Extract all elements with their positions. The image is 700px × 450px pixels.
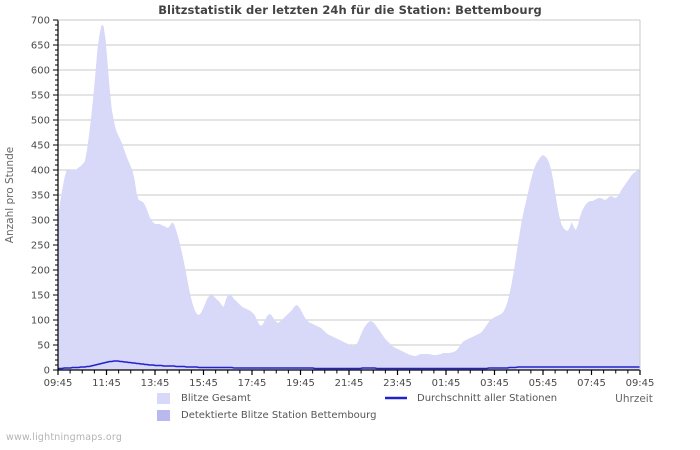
legend-label-blitze-gesamt: Blitze Gesamt <box>181 393 251 404</box>
area-blitze-gesamt <box>58 25 640 370</box>
area-series-group <box>58 25 640 370</box>
x-axis-title: Uhrzeit <box>615 393 653 405</box>
chart-legend: Blitze Gesamt Durchschnitt aller Statione… <box>157 393 557 421</box>
y-tick-label-350: 350 <box>31 191 50 202</box>
y-tick-label-150: 150 <box>31 291 50 302</box>
x-tick-label-09:45: 09:45 <box>44 378 73 389</box>
legend-label-durchschnitt-aller-stationen: Durchschnitt aller Stationen <box>417 393 557 404</box>
y-tick-label-0: 0 <box>44 366 50 377</box>
x-tick-label-07:45: 07:45 <box>577 378 606 389</box>
x-tick-label-09:45: 09:45 <box>626 378 655 389</box>
y-tick-label-100: 100 <box>31 316 50 327</box>
legend-swatch-blitze-gesamt <box>157 393 170 404</box>
y-tick-label-650: 650 <box>31 41 50 52</box>
y-tick-label-550: 550 <box>31 91 50 102</box>
y-tick-label-400: 400 <box>31 166 50 177</box>
y-tick-label-600: 600 <box>31 66 50 77</box>
x-tick-label-11:45: 11:45 <box>92 378 121 389</box>
axis-titles: Anzahl pro Stunde Uhrzeit <box>4 147 653 405</box>
x-tick-label-21:45: 21:45 <box>335 378 364 389</box>
page-title: Blitzstatistik der letzten 24h für die S… <box>158 3 542 17</box>
y-tick-label-200: 200 <box>31 266 50 277</box>
x-tick-label-01:45: 01:45 <box>432 378 461 389</box>
y-axis-tick-labels: 0 50 100 150 200 250 300 350 400 450 500 550 600 650 7… <box>31 16 50 377</box>
x-axis-tick-labels: 09:45 11:45 13:45 15:45 17:45 19:45 21:45 23:45… <box>44 378 655 389</box>
average-line-series <box>58 360 640 370</box>
y-tick-label-700: 700 <box>31 16 50 27</box>
y-tick-label-50: 50 <box>37 341 50 352</box>
x-tick-label-13:45: 13:45 <box>141 378 170 389</box>
y-tick-label-300: 300 <box>31 216 50 227</box>
x-tick-label-17:45: 17:45 <box>238 378 267 389</box>
x-tick-label-23:45: 23:45 <box>383 378 412 389</box>
x-tick-label-15:45: 15:45 <box>189 378 218 389</box>
x-tick-label-05:45: 05:45 <box>529 378 558 389</box>
legend-label-detektierte-blitze-station-bettembourg: Detektierte Blitze Station Bettembourg <box>181 410 376 421</box>
x-tick-label-03:45: 03:45 <box>480 378 509 389</box>
axes <box>57 19 641 375</box>
y-axis-title: Anzahl pro Stunde <box>4 147 16 243</box>
line-durchschnitt-aller-stationen <box>58 360 640 370</box>
legend-swatch-detektierte-blitze-station-bettembourg <box>157 410 170 421</box>
footer-credit: www.lightningmaps.org <box>6 432 123 443</box>
x-tick-label-19:45: 19:45 <box>286 378 315 389</box>
y-tick-label-250: 250 <box>31 241 50 252</box>
y-tick-label-450: 450 <box>31 141 50 152</box>
y-tick-label-500: 500 <box>31 116 50 127</box>
